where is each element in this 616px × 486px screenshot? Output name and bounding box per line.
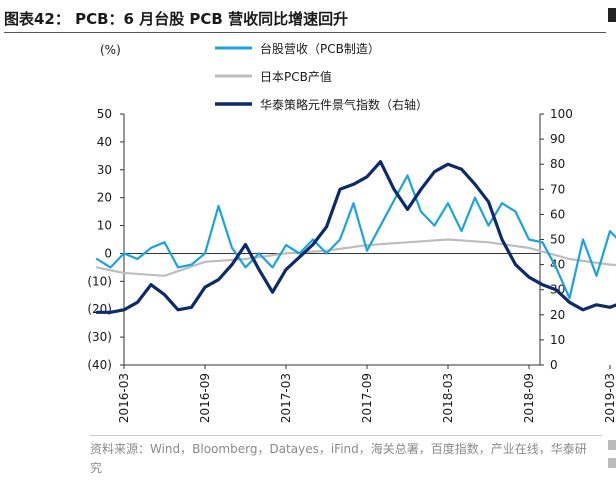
legend-label: 日本PCB产值 xyxy=(260,69,332,84)
left-tick-label: (40) xyxy=(87,358,112,372)
source-note: 资料来源：Wind，Bloomberg，Datayes，iFind，海关总署，百… xyxy=(90,442,587,475)
x-tick-label: 2018-03 xyxy=(441,373,455,423)
adjacent-figure-edge xyxy=(608,440,616,450)
left-tick-label: 20 xyxy=(97,191,112,205)
figure-header: 图表42： PCB：6 月台股 PCB 营收同比增速回升 xyxy=(4,4,610,33)
x-tick-label: 2017-03 xyxy=(279,373,293,423)
right-tick-label: 60 xyxy=(550,207,565,221)
right-tick-label: 50 xyxy=(550,233,565,247)
series-line-2 xyxy=(95,160,616,314)
x-tick-label: 2016-09 xyxy=(198,373,212,423)
left-tick-label: 0 xyxy=(104,246,112,260)
left-tick-label: 50 xyxy=(97,107,112,121)
pcb-chart: 50403020100(10)(20)(30)(40)1009080706050… xyxy=(87,41,616,423)
title-divider xyxy=(4,32,606,33)
adjacent-figure-edge xyxy=(608,458,616,468)
left-tick-label: 30 xyxy=(97,163,112,177)
right-tick-label: 100 xyxy=(550,107,573,121)
right-tick-label: 80 xyxy=(550,157,565,171)
right-tick-label: 10 xyxy=(550,333,565,347)
figure-title: 图表42： PCB：6 月台股 PCB 营收同比增速回升 xyxy=(4,10,349,28)
series-line-0 xyxy=(95,174,616,300)
left-tick-label: (20) xyxy=(87,302,112,316)
x-tick-label: 2019-03 xyxy=(603,373,616,423)
left-tick-label: 10 xyxy=(97,219,112,233)
x-tick-label: 2018-09 xyxy=(522,373,536,423)
right-tick-label: 0 xyxy=(550,358,558,372)
right-tick-label: 70 xyxy=(550,182,565,196)
x-tick-label: 2017-09 xyxy=(360,373,374,423)
left-tick-label: 40 xyxy=(97,135,112,149)
legend-label: 华泰策略元件景气指数（右轴） xyxy=(260,97,428,112)
left-axis-unit-label: (%) xyxy=(100,43,121,57)
left-tick-label: (30) xyxy=(87,330,112,344)
right-tick-label: 90 xyxy=(550,132,565,146)
x-tick-label: 2016-03 xyxy=(117,373,131,423)
series-line-1 xyxy=(95,238,616,277)
legend-label: 台股营收（PCB制造） xyxy=(260,41,380,56)
adjacent-figure-edge xyxy=(608,8,616,22)
left-tick-label: (10) xyxy=(87,274,112,288)
right-tick-label: 20 xyxy=(550,308,565,322)
source-divider xyxy=(90,435,602,436)
